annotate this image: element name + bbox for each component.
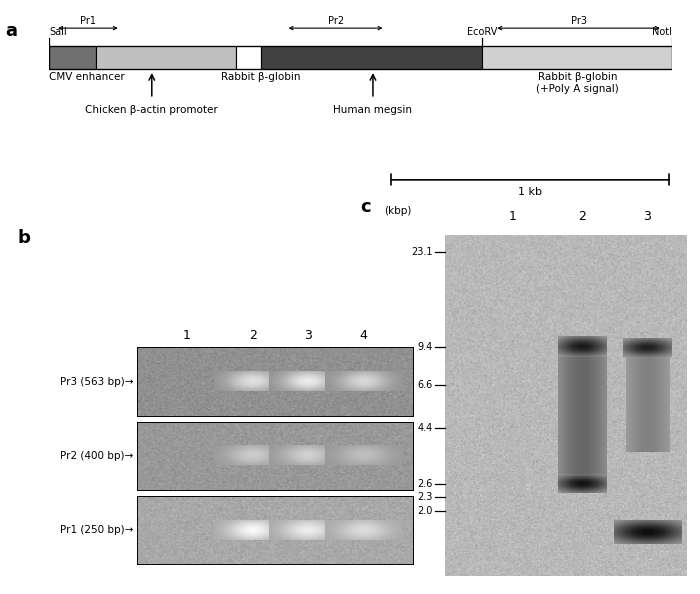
Text: 3: 3 <box>304 329 312 342</box>
Bar <box>261 46 482 69</box>
Text: 23.1: 23.1 <box>411 247 433 257</box>
Text: 2.6: 2.6 <box>417 479 433 489</box>
Text: EcoRV: EcoRV <box>467 27 497 37</box>
Text: Pr1: Pr1 <box>80 16 96 26</box>
Text: Chicken β-actin promoter: Chicken β-actin promoter <box>85 105 218 115</box>
Text: SalI: SalI <box>49 27 66 37</box>
Text: 9.4: 9.4 <box>417 342 433 352</box>
Text: Pr2: Pr2 <box>328 16 344 26</box>
Text: 6.6: 6.6 <box>417 380 433 390</box>
Text: Pr3: Pr3 <box>570 16 587 26</box>
Text: 1: 1 <box>508 210 516 223</box>
Text: b: b <box>18 229 30 247</box>
Text: (kbp): (kbp) <box>384 206 412 216</box>
Text: 1: 1 <box>182 329 190 342</box>
Text: CMV enhancer: CMV enhancer <box>49 72 125 83</box>
Text: Rabbit β-globin: Rabbit β-globin <box>221 72 300 83</box>
Text: 3: 3 <box>643 210 651 223</box>
Bar <box>482 46 672 69</box>
Text: Human megsin: Human megsin <box>333 105 412 115</box>
Text: c: c <box>360 198 370 216</box>
Text: 2.3: 2.3 <box>417 492 433 502</box>
Bar <box>49 46 96 69</box>
Text: Pr1 (250 bp)→: Pr1 (250 bp)→ <box>60 525 133 535</box>
Text: 4: 4 <box>359 329 368 342</box>
Text: Pr3 (563 bp)→: Pr3 (563 bp)→ <box>60 377 133 387</box>
Text: Rabbit β-globin
(+Poly A signal): Rabbit β-globin (+Poly A signal) <box>536 72 619 94</box>
Text: NotI: NotI <box>652 27 672 37</box>
Bar <box>49 46 672 69</box>
Text: Pr2 (400 bp)→: Pr2 (400 bp)→ <box>60 451 133 461</box>
Text: 2: 2 <box>248 329 257 342</box>
Text: 2.0: 2.0 <box>417 507 433 516</box>
Bar <box>236 46 261 69</box>
Text: 1 kb: 1 kb <box>518 187 542 197</box>
Text: a: a <box>6 21 18 40</box>
Text: 2: 2 <box>578 210 586 223</box>
Text: 4.4: 4.4 <box>417 423 433 433</box>
Bar <box>96 46 236 69</box>
